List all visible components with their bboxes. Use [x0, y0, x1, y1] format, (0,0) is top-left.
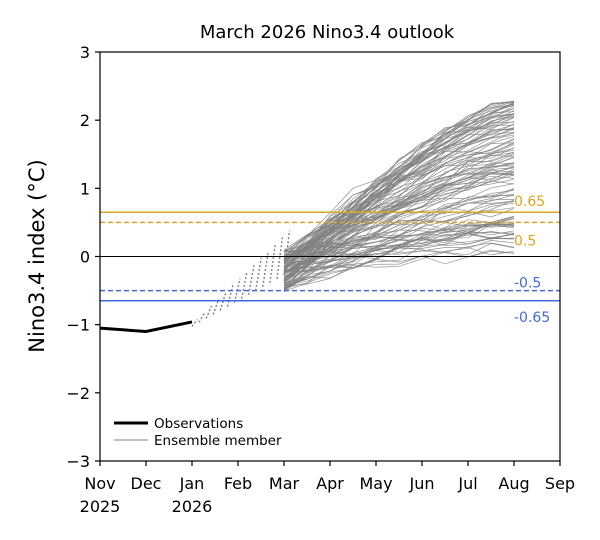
x-axis-ticks: Nov 2025 Dec Jan 2026 Feb Mar Apr May Jun Jul Aug Se… [80, 461, 575, 516]
ensemble-member-line [283, 104, 515, 278]
ensemble-member-line [283, 101, 515, 281]
projection-fan [191, 230, 291, 327]
y-tick-label: 3 [80, 43, 90, 62]
legend: Observations Ensemble member [114, 416, 282, 449]
ensemble-member-line [283, 165, 514, 265]
fan-segment [198, 312, 206, 323]
fan-segment [212, 298, 220, 315]
ensemble-member-line [283, 200, 515, 259]
fan-segment [283, 230, 291, 275]
y-tick-label: −3 [66, 452, 90, 471]
ensemble-member-line [283, 249, 515, 284]
y-tick-label: −1 [66, 316, 90, 335]
threshold-label: 0.5 [514, 233, 536, 249]
ensemble-member-line [283, 167, 515, 260]
x-tick-label: Dec [131, 474, 162, 493]
x-tick-year-label: 2025 [80, 497, 121, 516]
y-tick-label: −2 [66, 384, 90, 403]
threshold-label: 0.65 [514, 194, 545, 210]
legend-observations-label: Observations [154, 416, 243, 432]
x-tick-label: Aug [498, 474, 529, 493]
ensemble-member-line [283, 103, 515, 285]
ensemble-member-line [283, 133, 515, 259]
ensemble-member-line [283, 243, 515, 287]
observations-line [99, 320, 193, 333]
y-axis-label: Nino3.4 index (°C) [25, 159, 49, 352]
threshold-label: -0.5 [514, 276, 541, 292]
ensemble-member-line [283, 221, 515, 284]
x-tick-label: Jul [457, 474, 477, 493]
fan-segment [276, 237, 284, 279]
ensemble-member-line [283, 238, 515, 280]
ensemble-member-line [283, 247, 515, 266]
x-tick-label: Jan [179, 474, 205, 493]
ensemble-member-line [283, 143, 515, 253]
x-tick-label: Jun [409, 474, 435, 493]
x-tick-label: Nov [84, 474, 115, 493]
ensemble-member-line [283, 223, 515, 286]
observations-series [99, 320, 193, 333]
threshold-label: -0.65 [514, 310, 550, 326]
ensemble-member-line [283, 170, 515, 251]
ensemble-member-line [283, 199, 515, 272]
x-tick-label: Mar [269, 474, 300, 493]
x-tick-label: Sep [545, 474, 575, 493]
fan-segment [191, 319, 199, 327]
y-tick-label: 0 [80, 248, 90, 267]
ensemble-member-line [283, 168, 515, 292]
ensemble-members [283, 100, 515, 293]
y-tick-label: 2 [80, 111, 90, 130]
fan-segment [240, 271, 248, 299]
x-tick-year-label: 2026 [172, 497, 213, 516]
threshold-lines: 0.65 0.5 -0.5 -0.65 [100, 194, 560, 326]
ensemble-member-line [283, 128, 515, 268]
ensemble-member-line [283, 194, 515, 275]
ensemble-member-line [283, 216, 515, 258]
fan-segment [205, 305, 213, 319]
ensemble-member-line [283, 224, 515, 286]
fan-segment [247, 264, 255, 295]
ensemble-member-line [283, 127, 515, 263]
ensemble-member-line [283, 115, 515, 260]
x-tick-label: Feb [224, 474, 252, 493]
legend-ensemble-label: Ensemble member [154, 433, 282, 449]
x-tick-label: May [359, 474, 392, 493]
y-axis-ticks: 3 2 1 0 −1 −2 −3 [66, 43, 100, 471]
ensemble-member-line [283, 223, 515, 256]
ensemble-member-line [283, 208, 515, 293]
ensemble-member-line [283, 172, 515, 260]
y-tick-label: 1 [80, 179, 90, 198]
x-tick-label: Apr [316, 474, 344, 493]
chart-title: March 2026 Nino3.4 outlook [200, 22, 455, 43]
fan-segment [255, 257, 262, 291]
ensemble-member-line [283, 224, 515, 268]
fan-segment [269, 244, 277, 283]
fan-segment [226, 285, 234, 307]
